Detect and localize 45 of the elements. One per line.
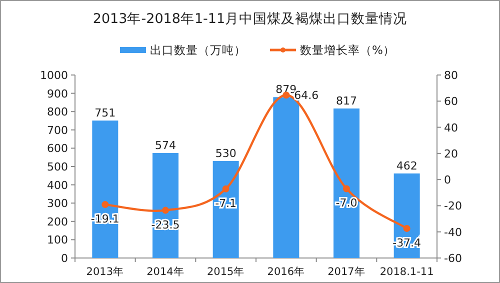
x-tick-label: 2016年	[267, 266, 306, 278]
y-tick-label: 0	[61, 252, 68, 265]
y2-tick-label: -20	[444, 200, 462, 213]
y2-tick-label: 20	[444, 147, 458, 160]
data-label: 462	[396, 159, 418, 172]
x-tick-label: 2015年	[206, 266, 245, 278]
chart-title: 2013年-2018年1-11月中国煤及褐煤出口数量情况	[92, 11, 408, 27]
data-label: 751	[94, 106, 116, 120]
point	[102, 201, 109, 208]
y-tick-label: 1000	[40, 69, 68, 82]
data-label: -7.1	[215, 196, 237, 210]
data-label: 574	[155, 138, 176, 152]
y-tick-label: 900	[47, 87, 68, 100]
bar	[92, 120, 118, 258]
y-tick-label: 400	[47, 178, 68, 192]
point	[162, 206, 169, 214]
y-tick-label: 100	[47, 234, 68, 247]
bar	[394, 173, 420, 258]
y2-tick-label: 40	[444, 121, 458, 134]
x-tick-label: 2018.1-11	[380, 266, 434, 278]
y2-tick-label: -40	[444, 226, 462, 239]
x-tick-label: 2014年	[146, 266, 184, 278]
y2-tick-label: 80	[444, 69, 458, 82]
y2-tick-label: -60	[444, 252, 462, 265]
x-tick-label: 2013年	[86, 266, 124, 278]
point	[343, 185, 350, 192]
y-tick-label: 500	[47, 160, 68, 174]
point	[222, 185, 230, 192]
y-tick-label: 600	[47, 142, 68, 156]
y-tick-label: 200	[47, 215, 68, 228]
y-tick-label: 300	[47, 197, 68, 210]
y-tick-label: 700	[47, 124, 68, 137]
bar	[152, 152, 178, 258]
bar	[212, 161, 239, 258]
y2-tick-label: 60	[444, 95, 458, 108]
legend-label: 数量增长率（%）	[300, 43, 395, 57]
point	[403, 224, 410, 232]
data-label: 817	[336, 94, 357, 108]
y2-tick-label: 0	[444, 174, 451, 187]
data-label: -7.0	[336, 196, 358, 210]
legend-label: 出口数量（万吨）	[150, 43, 246, 57]
data-label: 530	[215, 147, 236, 160]
y-tick-label: 800	[47, 106, 68, 119]
x-tick-label: 2017年	[328, 266, 366, 278]
bar	[334, 108, 360, 258]
